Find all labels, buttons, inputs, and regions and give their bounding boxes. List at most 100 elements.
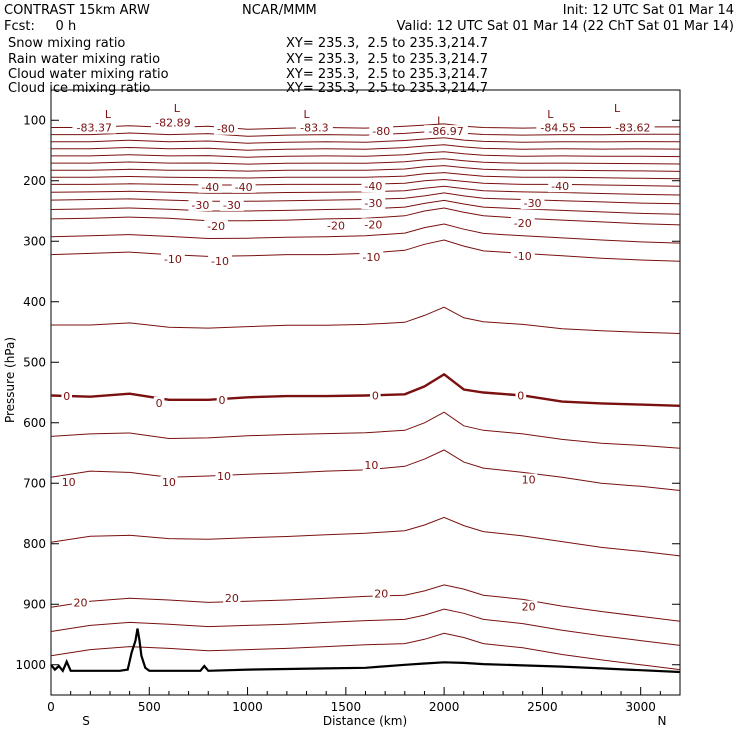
contour-label: -30 [524,197,542,210]
contour-label-bg [295,121,333,134]
contour-label-bg [369,125,394,138]
contour-label-bg [160,252,185,265]
contour-label: 20 [225,592,239,605]
contour-label-bg [214,122,238,135]
y-tick-label: 200 [23,174,46,188]
contour-label-bg [153,396,165,409]
isotherm-line [50,199,681,215]
y-tick-label: 700 [23,476,46,490]
contour-label: -10 [514,250,532,263]
contour-label-bg [219,198,244,211]
isotherm-line [51,158,681,165]
isotherm-line [51,306,681,334]
contour-label-bg [71,596,90,609]
contour-label: -82.89 [155,117,190,130]
contour-label-bg [204,220,229,233]
contour-label-bg [510,217,535,230]
isotherm-line [50,185,681,196]
isotherm-line [50,608,681,646]
contour-label: -10 [362,251,380,264]
y-tick-label: 1000 [15,658,46,672]
low-marker: L [437,114,444,127]
x-tick-label: 0 [47,700,55,714]
isotherm-line [51,151,681,158]
contour-label-bg [359,250,384,263]
x-tick-label: 500 [138,700,161,714]
isotherm-line [51,137,681,144]
contour-label-bg [61,390,73,403]
contour-label-bg [515,389,527,402]
contour-label: 0 [156,397,163,410]
contour-label: -30 [191,199,209,212]
y-tick-label: 900 [23,597,46,611]
legend-snow-label: Snow mixing ratio [8,36,125,51]
contour-label: 20 [374,587,388,600]
isotherm-line [51,130,681,137]
legend-cloud-ice-label: Cloud ice mixing ratio [8,81,150,96]
contour-label: -30 [364,197,382,210]
isotherm-line [50,192,681,205]
contour-label-bg [611,121,655,134]
contour-label-bg [370,389,381,402]
contour-label-bg [215,469,233,482]
contour-label: -20 [364,218,382,231]
y-tick-label: 300 [23,234,46,248]
contour-label-bg [361,197,386,210]
isotherm-line [50,207,681,226]
contour-label-bg [208,255,232,268]
x-axis-start-label: S [82,714,90,728]
init-time: Init: 12 UTC Sat 01 Mar 14 [563,3,734,18]
contour-label: 10 [217,470,231,483]
model-title: CONTRAST 15km ARW [4,3,150,18]
contour-label: -83.37 [77,122,112,135]
contour-label: -80 [372,125,390,138]
x-tick-label: 2500 [527,700,558,714]
contour-label: -83.3 [300,122,328,135]
contour-label: 10 [522,474,536,487]
contour-label: 10 [162,476,176,489]
contour-label: 0 [517,390,524,403]
contour-label: -10 [211,255,229,268]
contour-label-bg [60,476,78,489]
terrain-group [50,628,681,674]
contour-label-bg [151,116,195,129]
y-tick-label: 800 [23,537,46,551]
contour-label-bg [361,180,386,193]
contour-label: -86.97 [428,125,463,138]
forecast-hour: Fcst: 0 h [4,19,76,34]
isotherm-line [50,584,681,622]
contour-label-bg [548,180,572,193]
contour-label-bg [520,197,545,210]
contour-label: -40 [551,180,569,193]
x-tick-label: 1500 [331,700,362,714]
isotherm-group [50,123,681,671]
contour-label: -20 [207,220,225,233]
contour-label: -20 [514,217,532,230]
low-marker: L [174,102,181,115]
contour-label-bg [223,592,241,605]
isotherm-line [51,172,681,180]
contour-label-bg [188,198,213,211]
contour-label-group: -83.37 -82.89 -80 -83.3 -80 -86.97 -84.55 -83.6… [60,102,655,614]
contour-label-bg [324,219,348,232]
contour-label-bg [424,125,468,138]
terrain-line [50,628,681,674]
isotherm-line [50,223,681,244]
contour-label: 10 [62,476,76,489]
contour-label: -10 [164,253,182,266]
low-marker: L [547,108,554,121]
contour-label-bg [216,393,228,406]
contour-label-bg [361,218,386,231]
x-tick-label: 3000 [625,700,656,714]
valid-time: Valid: 12 UTC Sat 01 Mar 14 (22 ChT Sat … [397,19,734,34]
contour-label: -84.55 [540,122,575,135]
isotherm-line [51,165,681,172]
isotherm-line [51,144,681,151]
contour-label: 10 [364,459,378,472]
legend-cloud-water-xy: XY= 235.3, 2.5 to 235.3,214.7 [286,67,488,82]
contour-label: 20 [522,601,536,614]
contour-label: -40 [364,180,382,193]
contour-label: 0 [372,390,379,403]
